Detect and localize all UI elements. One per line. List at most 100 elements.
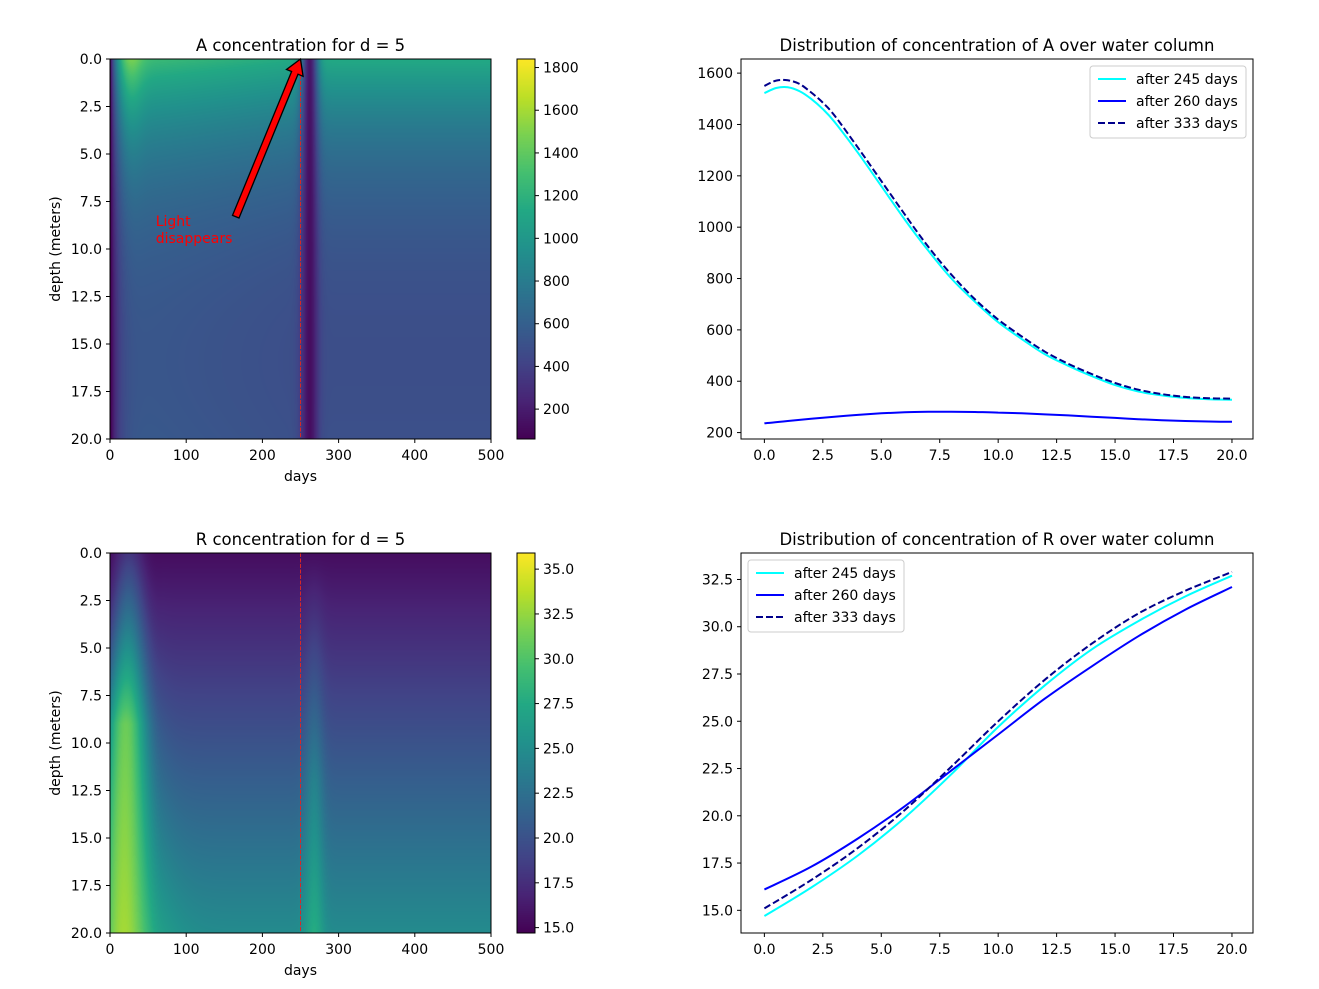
y-axis-label: depth (meters) xyxy=(48,196,64,302)
y-axis-label: depth (meters) xyxy=(48,690,64,796)
colorbar-tick-label: 1800 xyxy=(543,61,579,77)
x-tick-label: 500 xyxy=(478,448,505,464)
colorbar-tick-label: 1200 xyxy=(543,189,579,205)
x-tick-label: 100 xyxy=(173,448,200,464)
colorbar-tick-label: 800 xyxy=(543,274,570,290)
series-line xyxy=(764,410,1233,425)
legend-label: after 260 days xyxy=(1136,94,1238,110)
y-tick-label: 800 xyxy=(706,272,733,288)
y-tick-label: 22.5 xyxy=(702,762,733,778)
x-tick-label: 0 xyxy=(106,448,115,464)
y-tick-label: 1400 xyxy=(697,117,733,133)
y-tick-label: 32.5 xyxy=(702,572,733,588)
colorbar-tick-label: 400 xyxy=(543,359,570,375)
x-tick-label: 20.0 xyxy=(1216,448,1247,464)
x-tick-label: 5.0 xyxy=(870,448,892,464)
x-tick-label: 15.0 xyxy=(1099,448,1130,464)
series-line xyxy=(763,85,1233,401)
colorbar-tick-label: 22.5 xyxy=(543,786,574,802)
y-tick-label: 17.5 xyxy=(702,856,733,872)
chart-title: Distribution of concentration of R over … xyxy=(779,530,1214,549)
y-tick-label: 27.5 xyxy=(702,667,733,683)
y-tick-label: 20.0 xyxy=(71,432,102,448)
series-line xyxy=(763,78,1233,400)
legend-label: after 245 days xyxy=(794,566,896,582)
colorbar-tick-label: 20.0 xyxy=(543,831,574,847)
x-tick-label: 0.0 xyxy=(753,448,775,464)
colorbar-tick-label: 600 xyxy=(543,317,570,333)
colorbar-tick-label: 1400 xyxy=(543,146,579,162)
colorbar-tick-label: 35.0 xyxy=(543,562,574,578)
annotation-text: disappears xyxy=(156,231,233,247)
x-tick-label: 300 xyxy=(325,448,352,464)
x-tick-label: 400 xyxy=(401,448,428,464)
y-tick-label: 200 xyxy=(706,426,733,442)
y-tick-label: 30.0 xyxy=(702,620,733,636)
colorbar-tick-label: 1600 xyxy=(543,103,579,119)
y-tick-label: 0.0 xyxy=(80,52,102,68)
x-axis-label: days xyxy=(284,469,317,485)
annotation-arrow xyxy=(231,57,304,219)
legend-label: after 333 days xyxy=(1136,116,1238,132)
x-tick-label: 12.5 xyxy=(1041,448,1072,464)
colorbar-tick-label: 200 xyxy=(543,402,570,418)
series-line xyxy=(763,574,1233,917)
y-tick-label: 1600 xyxy=(697,66,733,82)
legend-label: after 260 days xyxy=(794,588,896,604)
y-tick-label: 15.0 xyxy=(702,903,733,919)
colorbar-tick-label: 1000 xyxy=(543,231,579,247)
colorbar xyxy=(517,553,535,933)
y-tick-label: 7.5 xyxy=(80,195,102,211)
x-tick-label: 2.5 xyxy=(812,942,834,958)
x-tick-label: 5.0 xyxy=(870,942,892,958)
colorbar-tick-label: 15.0 xyxy=(543,921,574,937)
x-tick-label: 10.0 xyxy=(983,942,1014,958)
y-tick-label: 5.0 xyxy=(80,641,102,657)
colorbar xyxy=(517,59,535,439)
x-tick-label: 300 xyxy=(325,942,352,958)
y-tick-label: 10.0 xyxy=(71,736,102,752)
colorbar-tick-label: 25.0 xyxy=(543,741,574,757)
x-tick-label: 7.5 xyxy=(929,448,951,464)
x-tick-label: 100 xyxy=(173,942,200,958)
legend-label: after 333 days xyxy=(794,610,896,626)
y-tick-label: 10.0 xyxy=(71,242,102,258)
legend-box xyxy=(1089,65,1247,139)
series-line xyxy=(763,586,1233,891)
x-tick-label: 200 xyxy=(249,448,276,464)
y-tick-label: 1000 xyxy=(697,220,733,236)
y-tick-label: 2.5 xyxy=(80,100,102,116)
x-tick-label: 15.0 xyxy=(1099,942,1130,958)
x-tick-label: 20.0 xyxy=(1216,942,1247,958)
y-tick-label: 15.0 xyxy=(71,337,102,353)
y-tick-label: 7.5 xyxy=(80,689,102,705)
legend-box xyxy=(747,559,905,633)
colorbar-tick-label: 32.5 xyxy=(543,607,574,623)
annotation-text: Light xyxy=(156,214,191,230)
y-tick-label: 400 xyxy=(706,374,733,390)
x-tick-label: 2.5 xyxy=(812,448,834,464)
y-tick-label: 25.0 xyxy=(702,714,733,730)
y-tick-label: 20.0 xyxy=(71,926,102,942)
y-tick-label: 17.5 xyxy=(71,879,102,895)
x-tick-label: 500 xyxy=(478,942,505,958)
chart-title: R concentration for d = 5 xyxy=(196,530,405,549)
x-axis-label: days xyxy=(284,963,317,979)
x-tick-label: 17.5 xyxy=(1158,942,1189,958)
x-tick-label: 400 xyxy=(401,942,428,958)
colorbar-tick-label: 27.5 xyxy=(543,697,574,713)
y-tick-label: 1200 xyxy=(697,169,733,185)
x-tick-label: 17.5 xyxy=(1158,448,1189,464)
x-tick-label: 7.5 xyxy=(929,942,951,958)
colorbar-frame xyxy=(516,58,536,440)
series-line xyxy=(763,570,1233,910)
colorbar-tick-label: 30.0 xyxy=(543,652,574,668)
legend-label: after 245 days xyxy=(1136,72,1238,88)
y-tick-label: 2.5 xyxy=(80,594,102,610)
colorbar-frame xyxy=(516,552,536,934)
x-tick-label: 12.5 xyxy=(1041,942,1072,958)
y-tick-label: 5.0 xyxy=(80,147,102,163)
y-tick-label: 15.0 xyxy=(71,831,102,847)
x-tick-label: 10.0 xyxy=(983,448,1014,464)
